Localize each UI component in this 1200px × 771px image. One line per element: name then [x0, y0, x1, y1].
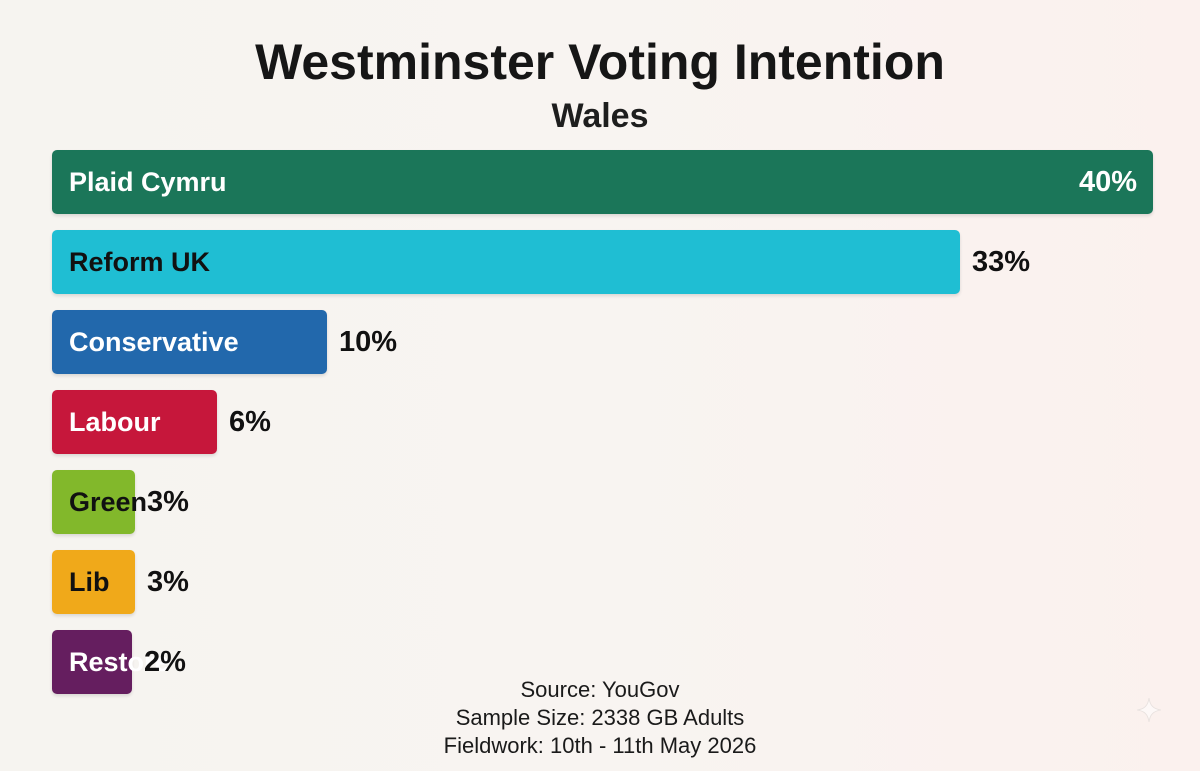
bar-value-label: 6%: [229, 406, 271, 438]
bar-row: Conservative 10%: [52, 310, 1153, 374]
bar-row: Green 3%: [52, 470, 1153, 534]
source-text: Source: YouGov: [520, 677, 680, 702]
chart-footer: Source: YouGov Sample Size: 2338 GB Adul…: [0, 676, 1200, 760]
bar-value-label: 2%: [144, 646, 186, 678]
bar-value-label: 3%: [147, 486, 189, 518]
fieldwork-text: Fieldwork: 10th - 11th May 2026: [443, 733, 757, 758]
bar-row: Restore 2%: [52, 630, 1153, 694]
chart-title: Westminster Voting Intention: [255, 34, 945, 90]
bar-row: Labour 6%: [52, 390, 1153, 454]
bar-category-label: Green: [69, 487, 148, 517]
bar-category-label: Plaid Cymru: [69, 167, 227, 197]
bar-category-label: Restore: [69, 647, 170, 677]
bar: [52, 150, 1153, 214]
bar: [52, 310, 327, 374]
bar: [52, 230, 960, 294]
sample-size-text: Sample Size: 2338 GB Adults: [455, 705, 745, 730]
bar-row: Lib 3%: [52, 550, 1153, 614]
bar-value-label: 3%: [147, 566, 189, 598]
chart-subtitle: Wales: [551, 97, 649, 135]
bar-value-label: 10%: [339, 326, 398, 358]
bar-category-label: Lib: [69, 567, 110, 597]
bar-row: Plaid Cymru 40%: [52, 150, 1153, 214]
bar: [52, 390, 217, 454]
bar-category-label: Conservative: [69, 327, 239, 357]
bar: [52, 470, 135, 534]
sparkle-icon: [1137, 698, 1161, 722]
bar-category-label: Labour: [69, 407, 161, 437]
bar-value-label: 40%: [1078, 166, 1137, 198]
bar-category-label: Reform UK: [69, 247, 211, 277]
bar-row: Reform UK 33%: [52, 230, 1153, 294]
bar: [52, 630, 132, 694]
bar: [52, 550, 135, 614]
bar-value-label: 33%: [972, 246, 1031, 278]
bar-chart: Plaid Cymru 40% Reform UK 33% Conservative 10…: [52, 150, 1153, 695]
